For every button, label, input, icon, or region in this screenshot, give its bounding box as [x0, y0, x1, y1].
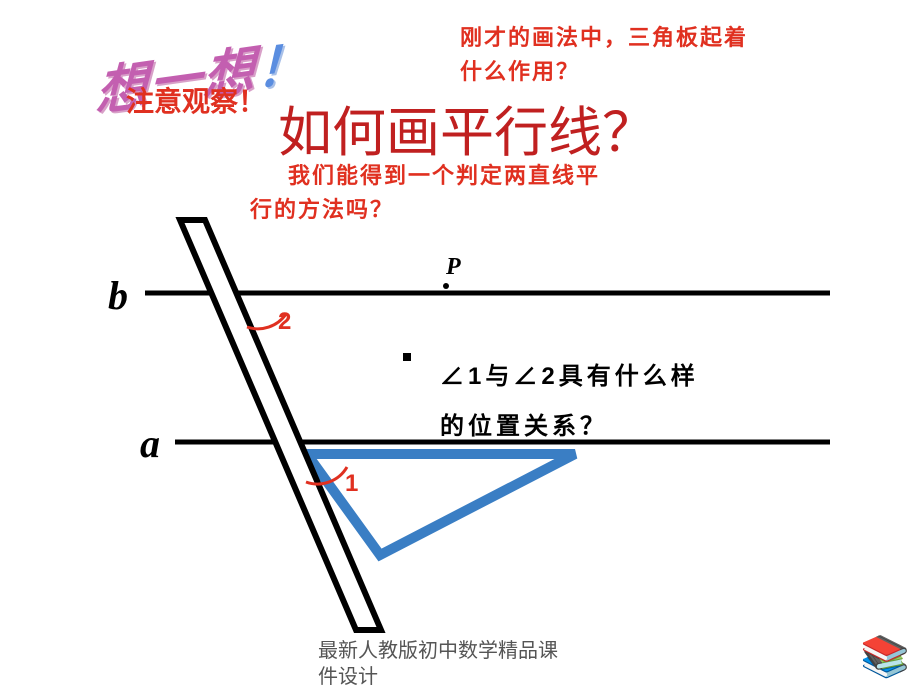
- angle1-arc: [306, 467, 347, 484]
- label-angle1: 1: [345, 470, 358, 498]
- angle-q-line2: 的位置关系？: [440, 402, 699, 452]
- angle-question: ∠1与∠2具有什么样 的位置关系？: [440, 352, 699, 453]
- label-a: a: [140, 420, 160, 467]
- top-question-line2: 什么作用？: [460, 54, 580, 86]
- footer-line1: 最新人教版初中数学精品课: [318, 638, 558, 664]
- red-q2-line2: 行的方法吗？: [250, 192, 394, 224]
- point-p-dot: [443, 283, 449, 289]
- transversal-ruler: [180, 220, 381, 630]
- label-p: P: [446, 254, 461, 281]
- label-angle2: 2: [278, 308, 291, 336]
- page-title: 如何画平行线？: [278, 88, 656, 167]
- angle-q-line1: ∠1与∠2具有什么样: [440, 352, 699, 402]
- top-question-line1: 刚才的画法中，三角板起着: [460, 20, 748, 52]
- tiny-dot: [403, 353, 411, 361]
- attention-text: 注意观察！: [126, 80, 266, 120]
- label-b: b: [108, 272, 128, 319]
- footer-text: 最新人教版初中数学精品课 件设计: [318, 638, 558, 690]
- books-icon: 📚: [860, 633, 910, 680]
- footer-line2: 件设计: [318, 664, 558, 690]
- red-q2-line1: 我们能得到一个判定两直线平: [288, 158, 600, 190]
